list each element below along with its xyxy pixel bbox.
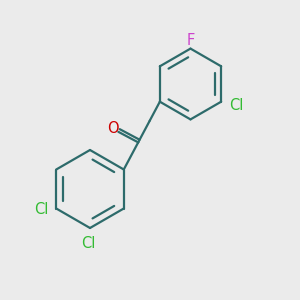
Text: O: O — [107, 121, 118, 136]
Text: Cl: Cl — [81, 236, 96, 251]
Text: Cl: Cl — [34, 202, 49, 217]
Text: Cl: Cl — [229, 98, 243, 113]
Text: F: F — [186, 33, 195, 48]
